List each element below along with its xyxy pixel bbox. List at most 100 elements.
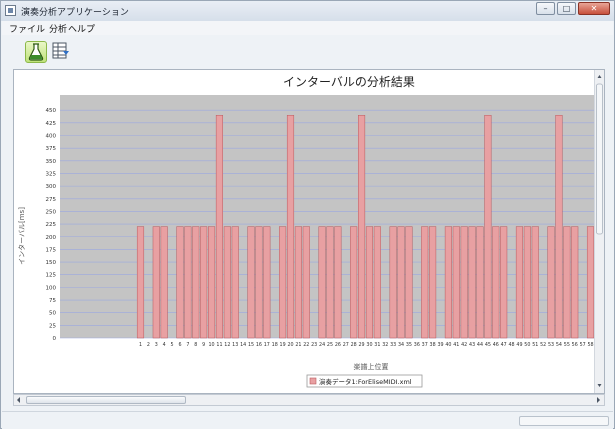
x-tick-label: 10	[209, 342, 215, 348]
bar	[429, 226, 437, 339]
y-tick-label: 125	[46, 273, 57, 279]
bar	[484, 115, 492, 339]
horizontal-scrollbar[interactable]	[13, 394, 605, 406]
x-tick-label: 33	[390, 342, 396, 348]
x-tick-label: 43	[469, 342, 475, 348]
x-tick-label: 29	[359, 342, 365, 348]
x-tick-label: 52	[540, 342, 546, 348]
scroll-left-icon[interactable]	[17, 397, 20, 403]
minimize-button[interactable]: –	[536, 2, 555, 15]
x-tick-label: 9	[202, 342, 205, 348]
bar	[397, 226, 405, 339]
scroll-right-icon[interactable]	[597, 397, 600, 403]
bar	[444, 226, 452, 339]
y-axis-ticks: 0 25 50 75 100 125 150 175 200 225 250 275 300 325 350…	[46, 108, 57, 342]
y-tick-label: 100	[46, 285, 57, 291]
bar	[452, 226, 460, 339]
bar	[286, 115, 295, 339]
window-title: 演奏分析アプリケーション	[21, 8, 129, 18]
bar	[334, 226, 342, 339]
y-tick-label: 300	[46, 184, 57, 190]
bar	[460, 226, 468, 339]
scroll-down-icon[interactable]	[597, 384, 602, 387]
bar	[555, 115, 563, 339]
x-tick-label: 28	[351, 342, 357, 348]
bar	[571, 226, 579, 339]
x-tick-label: 12	[224, 342, 230, 348]
bar	[200, 226, 208, 339]
bar	[547, 226, 555, 339]
x-tick-label: 11	[216, 342, 222, 348]
x-tick-label: 30	[366, 342, 372, 348]
x-tick-label: 36	[414, 342, 420, 348]
y-tick-label: 325	[46, 171, 57, 177]
close-button[interactable]: ✕	[578, 2, 610, 15]
y-tick-label: 150	[46, 260, 57, 266]
x-tick-label: 19	[280, 342, 286, 348]
progress-bar	[519, 416, 609, 426]
bar	[136, 226, 145, 339]
title-bar[interactable]: 演奏分析アプリケーション – □ ✕	[1, 1, 614, 21]
analyze-button[interactable]	[25, 41, 47, 63]
y-tick-label: 250	[46, 209, 57, 215]
menu-bar: ファイル 分析 ヘルプ	[2, 21, 613, 35]
vertical-scrollbar[interactable]	[594, 70, 604, 393]
flask-icon	[28, 43, 44, 61]
x-tick-label: 42	[461, 342, 467, 348]
x-tick-label: 25	[327, 342, 333, 348]
menu-analysis[interactable]: 分析	[49, 25, 68, 35]
bar	[215, 115, 223, 339]
x-tick-label: 4	[163, 342, 166, 348]
legend-label: 演奏データ1:ForEliseMIDI.xml	[319, 377, 412, 386]
x-tick-label: 46	[493, 342, 499, 348]
x-tick-label: 18	[272, 342, 278, 348]
x-tick-label: 38	[430, 342, 436, 348]
scroll-up-icon[interactable]	[597, 75, 602, 78]
chart-title: インターバルの分析結果	[283, 75, 415, 89]
bar	[184, 226, 192, 339]
x-tick-label: 31	[374, 342, 380, 348]
bar	[152, 226, 160, 339]
interval-chart: インターバルの分析結果 0255075100125150175200225250…	[17, 75, 595, 388]
menu-help[interactable]: ヘルプ	[68, 25, 96, 35]
x-tick-label: 17	[264, 342, 270, 348]
y-axis-label: インターバル[ms]	[17, 207, 26, 265]
bar	[160, 226, 168, 339]
bar	[318, 226, 326, 339]
export-table-button[interactable]	[51, 41, 73, 63]
x-tick-label: 7	[186, 342, 189, 348]
bar	[389, 226, 397, 339]
bar	[468, 226, 476, 339]
x-tick-label: 22	[303, 342, 309, 348]
x-tick-label: 56	[572, 342, 578, 348]
legend	[306, 374, 423, 388]
x-tick-label: 14	[240, 342, 246, 348]
bar	[326, 226, 334, 339]
x-tick-label: 58	[587, 342, 593, 348]
x-tick-label: 32	[382, 342, 388, 348]
x-tick-label: 1	[139, 342, 142, 348]
legend-swatch	[309, 377, 317, 385]
bars	[136, 115, 595, 339]
x-tick-label: 34	[398, 342, 404, 348]
bar	[279, 226, 287, 339]
bar	[263, 226, 271, 339]
x-tick-label: 50	[524, 342, 530, 348]
x-tick-label: 39	[437, 342, 443, 348]
x-tick-label: 54	[556, 342, 562, 348]
bar	[358, 115, 366, 339]
y-tick-label: 75	[49, 298, 56, 304]
bar	[586, 226, 595, 339]
vertical-scroll-thumb[interactable]	[596, 83, 603, 235]
status-bar	[2, 411, 613, 429]
y-tick-label: 225	[46, 222, 57, 228]
horizontal-scroll-thumb[interactable]	[26, 396, 186, 404]
bar	[247, 226, 255, 339]
x-tick-label: 44	[477, 342, 483, 348]
bar	[421, 226, 429, 339]
x-tick-label: 55	[564, 342, 570, 348]
maximize-button[interactable]: □	[557, 2, 576, 15]
x-axis-ticks: 1 2 3 4 5 6 7 8 9 10 11 12 13 14 15 16 17 18 19 20 21 22 23 24 2…	[139, 342, 594, 348]
menu-file[interactable]: ファイル	[9, 25, 46, 35]
